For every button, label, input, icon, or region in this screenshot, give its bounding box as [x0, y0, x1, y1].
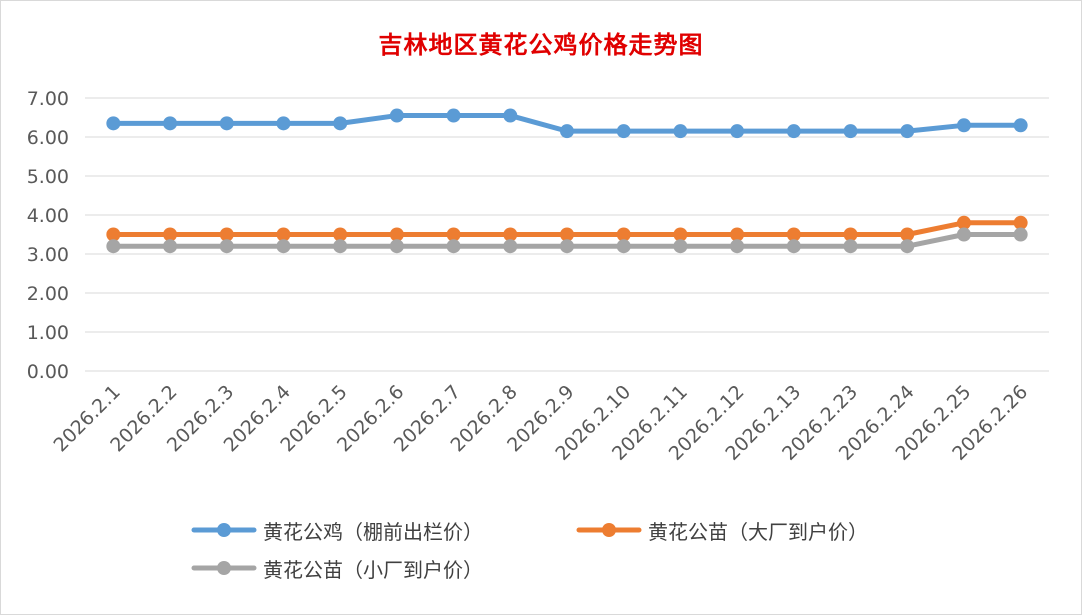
- legend-item: 黄花公鸡（棚前出栏价）: [191, 513, 483, 547]
- data-point: [560, 239, 574, 254]
- y-tick-label: 6.00: [27, 127, 69, 149]
- legend-label: 黄花公鸡（棚前出栏价）: [263, 519, 483, 544]
- data-point: [106, 239, 121, 254]
- data-point: [956, 227, 971, 242]
- data-point: [786, 227, 801, 242]
- data-point: [673, 239, 688, 254]
- data-point: [106, 227, 121, 242]
- legend-swatch: [576, 523, 642, 537]
- data-point: [673, 124, 688, 139]
- data-point: [389, 239, 404, 254]
- chart-title: 吉林地区黄花公鸡价格走势图: [378, 30, 704, 59]
- data-point: [956, 118, 971, 133]
- data-point: [843, 124, 858, 139]
- data-point: [1013, 227, 1028, 242]
- data-point: [843, 227, 858, 242]
- data-point: [106, 116, 121, 131]
- data-point: [560, 124, 574, 139]
- data-point: [616, 239, 631, 254]
- y-tick-label: 7.00: [27, 88, 69, 110]
- legend-item: 黄花公苗（小厂到户价）: [191, 551, 483, 585]
- data-point: [219, 227, 234, 242]
- data-point: [333, 116, 348, 131]
- data-point: [276, 116, 291, 131]
- data-point: [276, 239, 291, 254]
- legend-swatch: [191, 561, 257, 575]
- data-point: [503, 108, 518, 123]
- y-tick-label: 3.00: [27, 244, 69, 266]
- data-point: [503, 227, 518, 242]
- data-point: [219, 239, 234, 254]
- data-point: [616, 227, 631, 242]
- series-lines: [106, 108, 1028, 254]
- legend-label: 黄花公苗（大厂到户价）: [648, 519, 868, 544]
- data-point: [673, 227, 688, 242]
- data-point: [333, 227, 348, 242]
- data-point: [616, 124, 631, 139]
- data-point: [219, 116, 234, 131]
- data-point: [1013, 118, 1028, 133]
- data-point: [730, 124, 745, 139]
- y-tick-label: 5.00: [27, 166, 69, 188]
- data-point: [446, 239, 461, 254]
- data-point: [560, 227, 574, 242]
- data-point: [389, 227, 404, 242]
- legend-item: 黄花公苗（大厂到户价）: [576, 513, 868, 547]
- data-point: [333, 239, 348, 254]
- data-point: [446, 108, 461, 123]
- legend-label: 黄花公苗（小厂到户价）: [263, 557, 483, 582]
- data-point: [900, 227, 915, 242]
- data-point: [730, 239, 745, 254]
- data-point: [900, 124, 915, 139]
- data-point: [163, 239, 178, 254]
- data-point: [276, 227, 291, 242]
- data-point: [1013, 215, 1028, 230]
- data-point: [446, 227, 461, 242]
- data-point: [503, 239, 518, 254]
- y-tick-label: 2.00: [27, 283, 69, 305]
- data-point: [786, 239, 801, 254]
- data-point: [843, 239, 858, 254]
- y-tick-label: 0.00: [27, 361, 69, 383]
- data-point: [163, 116, 178, 131]
- data-point: [786, 124, 801, 139]
- data-point: [900, 239, 915, 254]
- data-point: [956, 215, 971, 230]
- gridlines: [85, 97, 1049, 372]
- data-point: [163, 227, 178, 242]
- data-point: [389, 108, 404, 123]
- y-axis-ticks: 0.00 1.00 2.00 3.00 4.00 5.00 6.00 7.00: [27, 88, 69, 383]
- y-tick-label: 4.00: [27, 205, 69, 227]
- x-axis-ticks: 2026.2.12026.2.22026.2.32026.2.42026.2.5…: [50, 381, 1033, 465]
- legend-swatch: [191, 523, 257, 537]
- data-point: [730, 227, 745, 242]
- y-tick-label: 1.00: [27, 322, 69, 344]
